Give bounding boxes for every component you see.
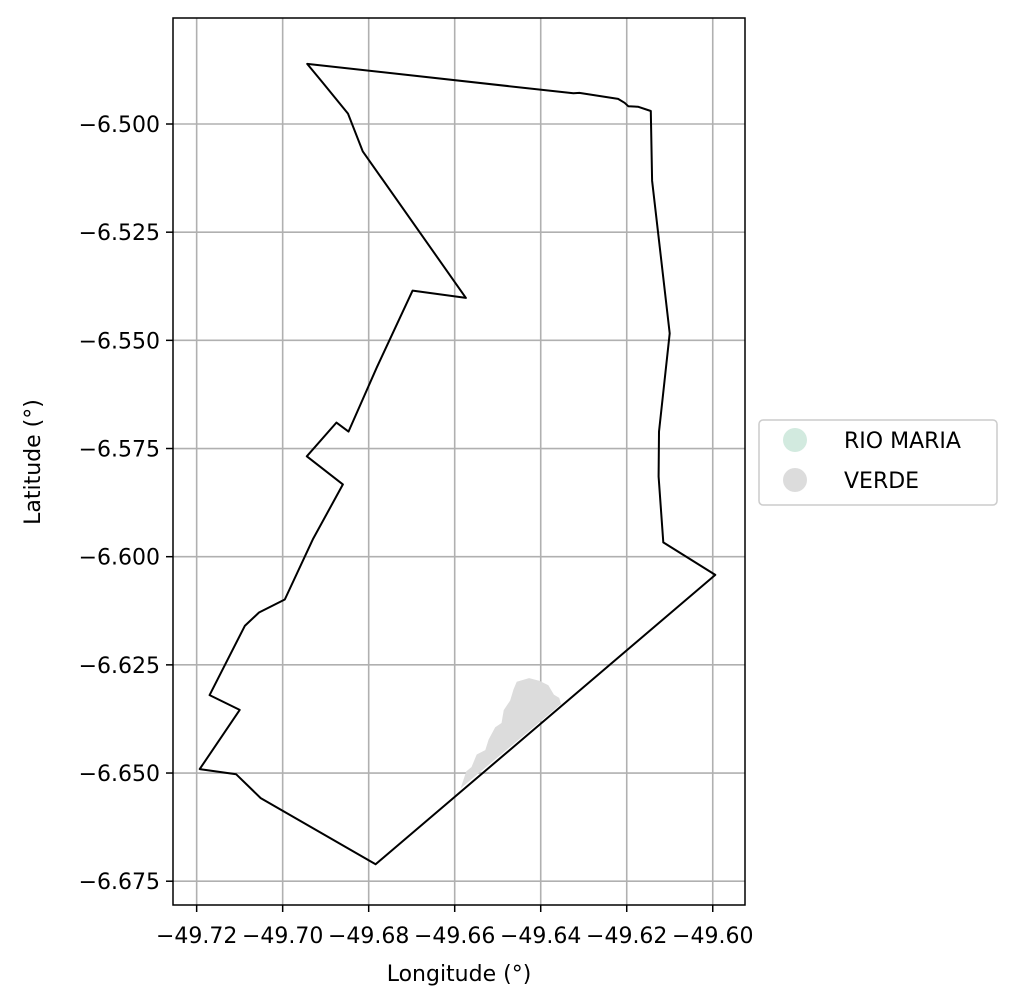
- legend-label-verde: VERDE: [844, 469, 919, 494]
- y-tick-labels: −6.500 −6.525 −6.550 −6.575 −6.600 −6.625 −6.6…: [79, 113, 160, 895]
- plot-frame: [172, 17, 746, 906]
- legend-marker-verde: [783, 468, 807, 492]
- y-tick-label: −6.575: [79, 438, 160, 463]
- map-boundary: [198, 62, 717, 866]
- x-tick-label: −49.72: [156, 924, 237, 949]
- region-verde: [460, 678, 562, 789]
- x-axis-title: Longitude (°): [387, 962, 532, 987]
- y-tick-label: −6.600: [79, 546, 160, 571]
- legend-label-rio-maria: RIO MARIA: [844, 429, 961, 454]
- legend: RIO MARIA VERDE: [758, 419, 998, 506]
- x-tick-label: −49.70: [242, 924, 323, 949]
- y-tick-label: −6.525: [79, 221, 160, 246]
- x-tick-label: −49.68: [328, 924, 409, 949]
- x-tick-label: −49.62: [586, 924, 667, 949]
- legend-box: [758, 419, 998, 506]
- y-tick-label: −6.650: [79, 762, 160, 787]
- y-axis-title: Latitude (°): [21, 399, 46, 525]
- tick-marks: [166, 123, 714, 912]
- legend-marker-rio-maria: [783, 428, 807, 452]
- y-tick-label: −6.625: [79, 654, 160, 679]
- gridlines: [173, 18, 745, 905]
- map-regions: [460, 678, 562, 789]
- x-tick-label: −49.66: [414, 924, 495, 949]
- legend-entry-rio-maria: RIO MARIA: [783, 428, 961, 454]
- municipality-boundary: [198, 62, 717, 866]
- x-tick-labels: −49.72 −49.70 −49.68 −49.66 −49.64 −49.62 −49.…: [156, 924, 754, 949]
- y-tick-label: −6.550: [79, 329, 160, 354]
- legend-entry-verde: VERDE: [783, 468, 919, 494]
- y-tick-label: −6.675: [79, 870, 160, 895]
- x-tick-label: −49.64: [500, 924, 581, 949]
- x-tick-label: −49.60: [672, 924, 753, 949]
- y-tick-label: −6.500: [79, 113, 160, 138]
